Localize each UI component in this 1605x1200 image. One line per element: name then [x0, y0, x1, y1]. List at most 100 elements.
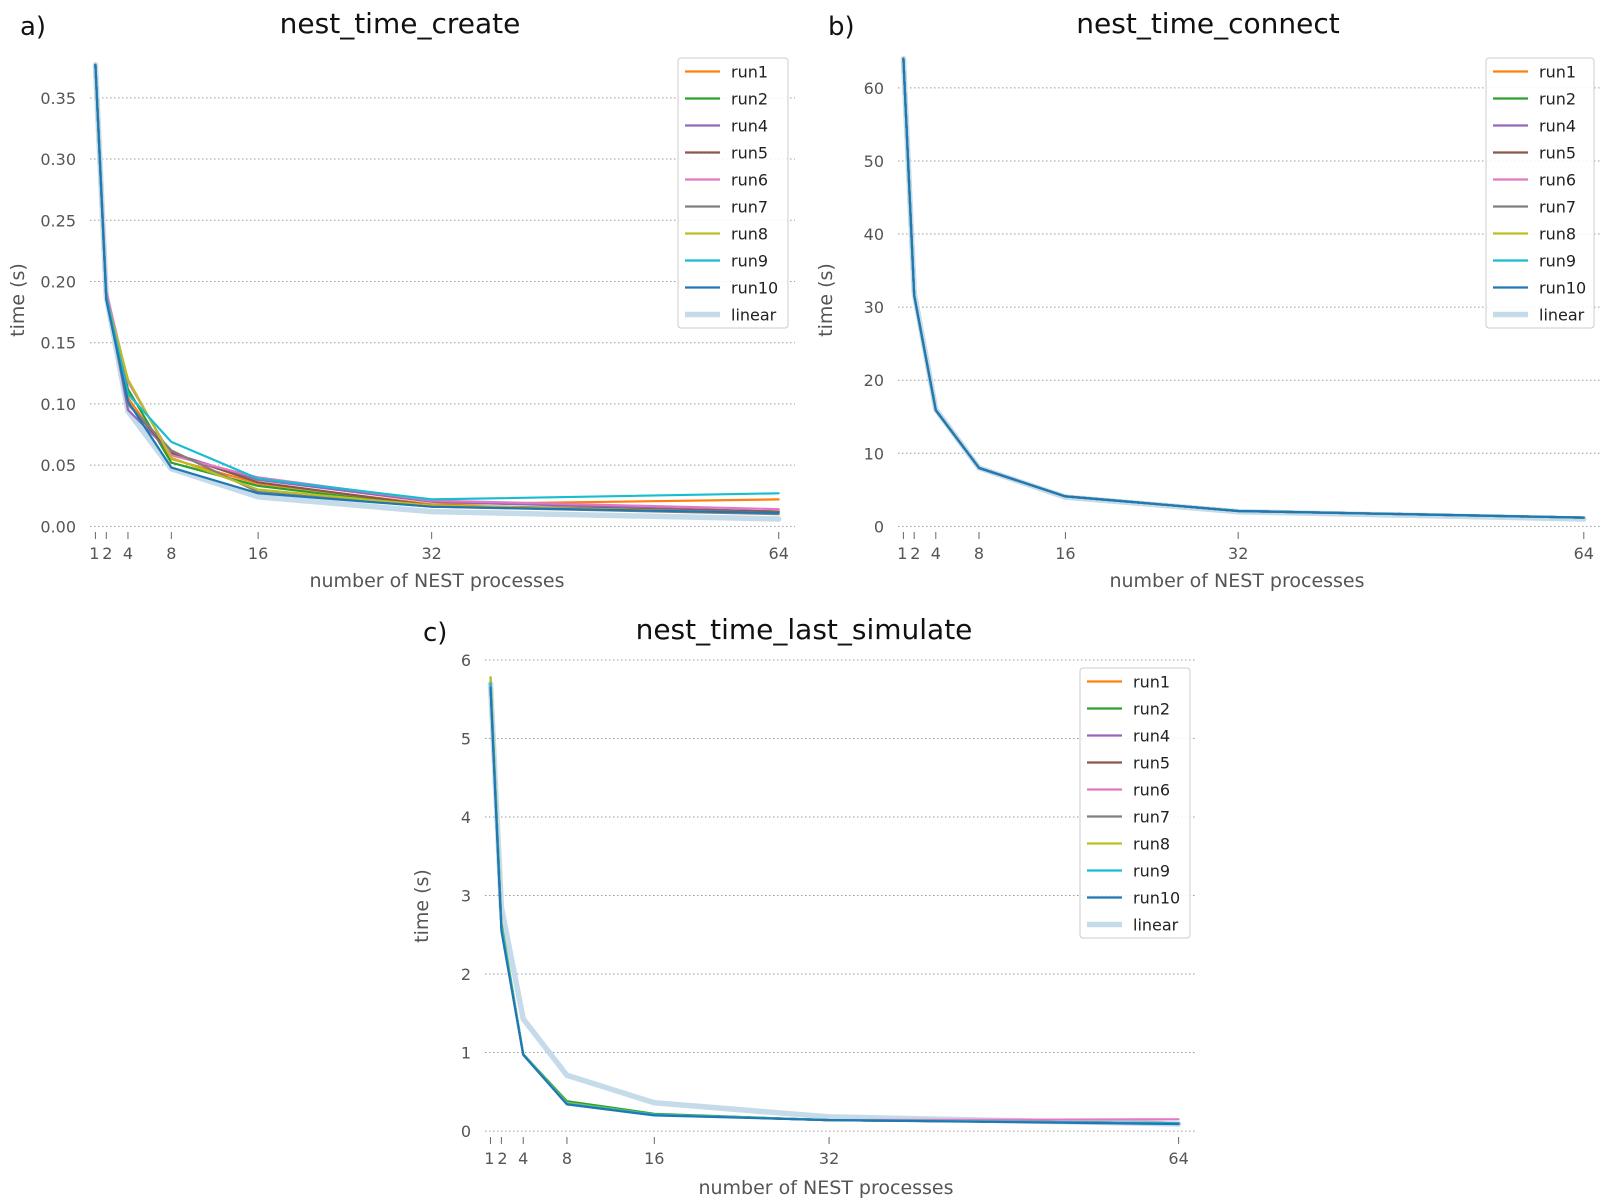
x-tick-label: 2	[910, 544, 920, 563]
series-line-run10	[902, 57, 1585, 519]
legend-label-run10: run10	[731, 279, 778, 298]
legend: run1 run2 run4 run5 run6 run7 run8 run9 run10 lin…	[677, 57, 789, 329]
legend-label-linear: linear	[1539, 306, 1585, 325]
x-tick-label: 4	[931, 544, 941, 563]
x-tick-label: 32	[1228, 544, 1248, 563]
legend-label-run8: run8	[731, 225, 768, 244]
x-tick-label: 1	[897, 544, 907, 563]
series-line-linear	[487, 680, 1182, 1127]
y-tick-label: 0	[461, 1122, 471, 1141]
x-tick-label: 8	[166, 544, 176, 563]
legend-label-run9: run9	[731, 252, 768, 271]
legend-label-run5: run5	[731, 144, 768, 163]
legend-label-run4: run4	[1133, 727, 1170, 746]
series-line-run6	[94, 63, 780, 511]
series-line-run7	[94, 63, 780, 516]
series-line-run1	[489, 682, 1180, 1125]
chart-panel-c: c) nest_time_last_simulate time (s) numb…	[411, 613, 1195, 1199]
y-tick-label: 4	[461, 808, 471, 827]
legend-label-run6: run6	[731, 171, 768, 190]
legend-label-run6: run6	[1133, 781, 1170, 800]
axis-ticks: 0.00 0.05 0.10 0.15 0.20 0.25 0.30 0.35 1 2 4 8 16 32…	[40, 89, 789, 563]
y-tick-label: 0.20	[40, 272, 76, 291]
x-axis-label: number of NEST processes	[698, 1177, 953, 1199]
y-tick-label: 50	[864, 152, 884, 171]
y-tick-label: 60	[864, 79, 884, 98]
x-tick-label: 2	[102, 544, 112, 563]
x-tick-label: 32	[421, 544, 441, 563]
series-lines	[900, 55, 1587, 522]
y-tick-label: 0.10	[40, 395, 76, 414]
legend-label-run2: run2	[1133, 700, 1170, 719]
panel-letter: a)	[20, 12, 46, 42]
y-tick-label: 0.00	[40, 517, 76, 536]
legend-label-run5: run5	[1133, 754, 1170, 773]
x-tick-label: 64	[1168, 1149, 1188, 1168]
series-line-run2	[489, 676, 1180, 1125]
y-tick-label: 0.15	[40, 334, 76, 353]
series-line-run7	[489, 682, 1180, 1125]
series-line-linear	[900, 55, 1587, 522]
y-tick-label: 10	[864, 444, 884, 463]
series-line-run10	[94, 63, 780, 515]
legend-label-run2: run2	[731, 90, 768, 109]
x-tick-label: 16	[1055, 544, 1075, 563]
legend-label-run7: run7	[1133, 808, 1170, 827]
y-tick-label: 30	[864, 298, 884, 317]
grid	[898, 87, 1600, 527]
legend-label-run10: run10	[1539, 279, 1586, 298]
chart-panel-a: a) nest_time_create time (s) number of N…	[7, 7, 795, 592]
chart-panel-b: b) nest_time_connect time (s) number of …	[815, 7, 1600, 592]
legend: run1 run2 run4 run5 run6 run7 run8 run9 run10 lin…	[1485, 57, 1595, 329]
series-line-run9	[489, 682, 1180, 1125]
series-line-run6	[489, 682, 1180, 1122]
y-axis-label: time (s)	[411, 869, 433, 943]
legend-label-linear: linear	[1133, 916, 1179, 935]
series-line-run10	[489, 686, 1180, 1126]
x-tick-label: 1	[89, 544, 99, 563]
x-tick-label: 8	[562, 1149, 572, 1168]
y-tick-label: 5	[461, 730, 471, 749]
legend-label-run1: run1	[1539, 63, 1576, 82]
y-tick-label: 3	[461, 887, 471, 906]
y-tick-label: 0	[874, 517, 884, 536]
legend-label-run4: run4	[731, 117, 768, 136]
series-line-run5	[902, 57, 1585, 519]
x-tick-label: 64	[1574, 544, 1594, 563]
series-line-run7	[902, 57, 1585, 519]
chart-title: nest_time_last_simulate	[636, 613, 973, 646]
chart-title: nest_time_connect	[1076, 7, 1339, 40]
series-lines	[487, 676, 1182, 1127]
legend-label-run7: run7	[731, 198, 768, 217]
series-line-run4	[902, 57, 1585, 519]
y-tick-label: 40	[864, 225, 884, 244]
series-line-run2	[94, 63, 780, 513]
y-axis-label: time (s)	[815, 263, 837, 337]
y-tick-label: 2	[461, 965, 471, 984]
legend-label-linear: linear	[731, 306, 777, 325]
legend: run1 run2 run4 run5 run6 run7 run8 run9 run10 lin…	[1079, 667, 1191, 939]
x-tick-label: 1	[484, 1149, 494, 1168]
legend-label-run4: run4	[1539, 117, 1576, 136]
axis-ticks: 0 10 20 30 40 50 60 1 2 4 8 16 32 64	[864, 79, 1594, 563]
series-line-run5	[94, 63, 780, 513]
series-line-run2	[902, 57, 1585, 519]
panel-letter: b)	[828, 12, 855, 42]
series-line-run8	[94, 63, 780, 515]
series-line-linear	[92, 62, 782, 522]
chart-title: nest_time_create	[280, 7, 521, 40]
legend-label-run9: run9	[1133, 862, 1170, 881]
series-line-run4	[94, 63, 780, 513]
y-axis-label: time (s)	[7, 263, 29, 337]
legend-label-run8: run8	[1539, 225, 1576, 244]
x-tick-label: 4	[518, 1149, 528, 1168]
x-tick-label: 16	[248, 544, 268, 563]
x-tick-label: 2	[497, 1149, 507, 1168]
series-line-run1	[94, 63, 780, 506]
y-tick-label: 1	[461, 1044, 471, 1063]
x-tick-label: 16	[644, 1149, 664, 1168]
y-tick-label: 6	[461, 651, 471, 670]
legend-label-run8: run8	[1133, 835, 1170, 854]
series-line-run8	[489, 676, 1180, 1125]
